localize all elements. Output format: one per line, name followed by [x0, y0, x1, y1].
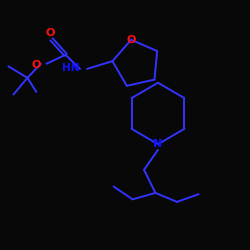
Text: O: O — [126, 35, 136, 45]
Text: O: O — [32, 60, 41, 70]
Text: HN: HN — [62, 62, 80, 72]
Text: N: N — [153, 139, 162, 149]
Text: O: O — [46, 28, 55, 38]
